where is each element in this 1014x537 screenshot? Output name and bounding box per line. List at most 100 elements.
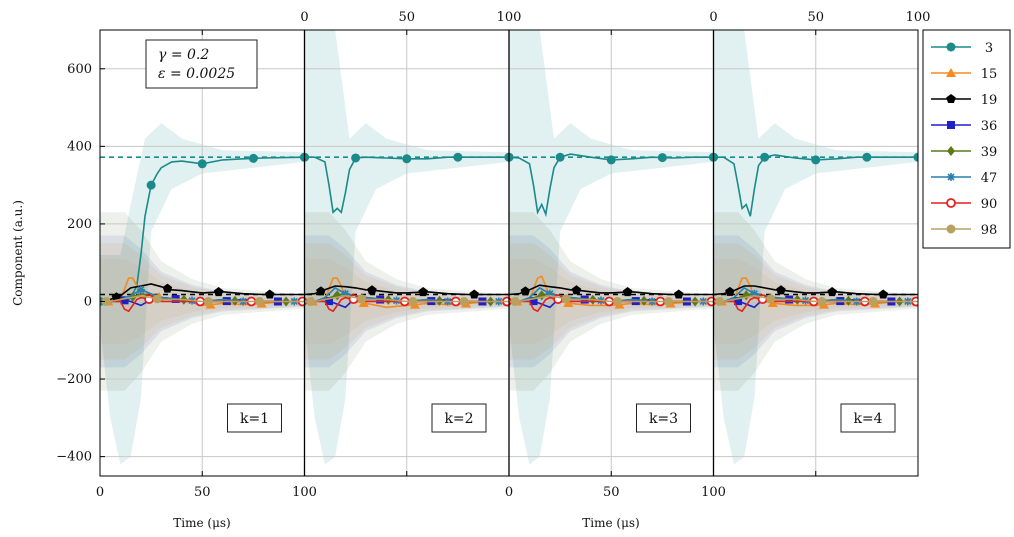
series-19-point	[111, 292, 122, 302]
x-axis-label-1: Time (μs)	[173, 516, 230, 530]
series-3-point	[248, 153, 258, 163]
series-98-point	[510, 296, 520, 306]
x-tick-label-top: 100	[906, 10, 931, 25]
legend-entry-98: 98	[931, 223, 997, 238]
series-19-point	[418, 287, 428, 297]
series-3-band	[100, 123, 305, 465]
series-19-panel-3	[508, 284, 714, 299]
legend-entry-90: 90	[931, 197, 997, 212]
series-47-point	[750, 289, 759, 298]
series-19-point	[520, 286, 531, 296]
epsilon-annotation: ε = 0.0025	[158, 66, 235, 82]
series-layer	[100, 152, 918, 313]
panel-labels: k=1 k=2 k=3 k=4	[227, 403, 896, 433]
legend-label: 47	[981, 171, 998, 186]
series-3-point	[351, 153, 361, 163]
series-98-point	[255, 296, 265, 306]
series-3-point	[760, 152, 770, 162]
legend-marker	[946, 68, 956, 77]
series-3-point	[197, 159, 207, 169]
series-3-point	[402, 154, 412, 164]
series-36-point	[529, 297, 538, 306]
series-98-panel-1	[100, 294, 305, 306]
x-tick-label-top: 100	[497, 10, 522, 25]
x-axis-label-2: Time (μs)	[582, 516, 639, 530]
series-98-point	[561, 294, 571, 304]
x-tick-label-top: 50	[807, 10, 824, 25]
y-tick-label: 200	[67, 217, 92, 232]
series-3-point	[913, 152, 918, 162]
legend-label: 36	[981, 119, 998, 134]
series-3-line	[508, 153, 714, 218]
panel-label-box	[431, 403, 487, 433]
series-19-point	[571, 285, 582, 295]
series-36-point	[325, 297, 334, 306]
x-tick-label-bottom: 100	[701, 485, 726, 500]
series-98-panel-4	[713, 294, 918, 306]
series-19-line	[508, 284, 714, 296]
series-98-point	[306, 296, 316, 306]
gamma-annotation: γ = 0.2	[158, 47, 209, 63]
legend-label: 90	[981, 197, 998, 212]
series-47-point	[341, 289, 350, 298]
x-tick-label-bottom: 50	[194, 485, 211, 500]
x-tick-label-top: 0	[709, 10, 717, 25]
series-98-point	[152, 294, 162, 304]
legend-label: 3	[985, 41, 993, 56]
series-19-point	[622, 287, 633, 297]
series-98-point	[612, 296, 622, 306]
tick-labels: −400 −200 0 200 400 600 0 50 100 0 50 100 0 50 100 0 50 1…	[56, 10, 930, 500]
series-3-point	[657, 153, 667, 163]
series-3-band	[304, 30, 509, 465]
x-tick-label-bottom: 100	[292, 485, 317, 500]
series-3-point	[606, 155, 616, 165]
series-19-point	[878, 289, 888, 299]
series-19-point	[213, 287, 224, 297]
y-tick-label: −400	[56, 450, 92, 465]
legend-entry-39: 39	[931, 145, 997, 160]
series-3-point	[555, 152, 565, 162]
series-19-point	[725, 286, 735, 296]
series-98-point	[766, 294, 776, 304]
series-19-point	[265, 289, 275, 299]
series-3-band	[509, 30, 714, 465]
series-98-point	[715, 296, 725, 306]
y-tick-label: −200	[56, 372, 92, 387]
y-tick-label: 600	[67, 62, 92, 77]
series-19-line	[713, 285, 918, 296]
legend-entry-3: 3	[931, 41, 993, 56]
y-axis-label: Component (a.u.)	[11, 200, 25, 306]
panel-label-box	[636, 403, 691, 433]
legend: 3 15 19 36 39 47 90 98	[922, 29, 1011, 249]
legend-marker	[946, 94, 956, 103]
panel-label-3: k=3	[649, 411, 678, 427]
series-98-point	[203, 296, 213, 306]
series-98-point	[357, 294, 367, 304]
series-19-point	[316, 286, 326, 296]
legend-box	[922, 29, 1011, 249]
legend-entry-15: 15	[931, 67, 997, 82]
legend-entry-36: 36	[931, 119, 997, 134]
series-19-point	[162, 283, 173, 293]
series-19-point	[776, 285, 786, 295]
legend-entry-19: 19	[931, 93, 997, 108]
panel-label-2: k=2	[444, 411, 473, 427]
series-3-point	[453, 152, 463, 162]
series-98-panel-3	[509, 294, 714, 306]
legend-label: 98	[981, 223, 998, 238]
series-19-line	[304, 285, 509, 296]
series-98-panel-2	[304, 294, 509, 306]
series-98-point	[817, 296, 827, 306]
y-tick-label: 400	[67, 139, 92, 154]
series-19-point	[827, 287, 837, 297]
series-3-line	[304, 156, 509, 214]
series-19-point	[469, 289, 479, 299]
x-tick-label-bottom: 50	[603, 485, 620, 500]
series-98-point	[868, 296, 878, 306]
series-3-line	[713, 154, 918, 217]
x-tick-label-bottom: 0	[505, 485, 513, 500]
legend-marker	[947, 173, 955, 181]
x-tick-label-top: 50	[398, 10, 415, 25]
legend-label: 39	[981, 145, 998, 160]
